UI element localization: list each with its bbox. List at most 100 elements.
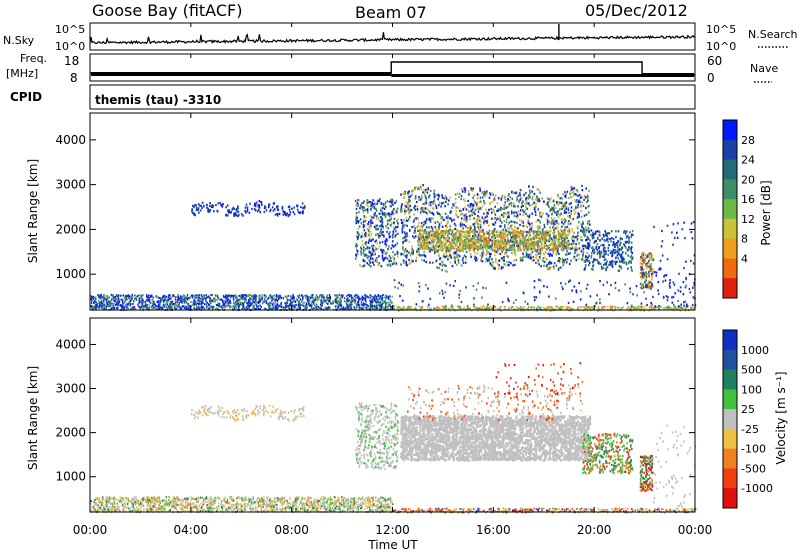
power-cell (442, 306, 444, 308)
power-cell (367, 202, 369, 204)
power-cell (477, 252, 479, 254)
power-cell (276, 307, 277, 309)
power-cell (254, 294, 255, 296)
power-cell (397, 242, 399, 244)
power-cell (359, 304, 360, 306)
power-cell (374, 253, 376, 255)
power-cell (451, 220, 453, 222)
power-cell (142, 299, 143, 301)
power-cell (387, 264, 389, 266)
power-cell (589, 262, 591, 264)
power-cell (455, 228, 457, 230)
power-cell (133, 300, 134, 302)
power-cell (377, 264, 379, 266)
power-cell (202, 302, 203, 304)
power-cell (355, 297, 356, 299)
power-cell (344, 297, 345, 299)
power-cell (446, 216, 448, 218)
power-cell (635, 307, 637, 309)
power-cell (196, 303, 197, 305)
power-cell (426, 226, 428, 228)
power-cell (529, 234, 531, 236)
power-cell (561, 218, 563, 220)
power-cell (92, 297, 93, 299)
power-cell (299, 301, 300, 303)
power-cell (149, 304, 150, 306)
power-cell (198, 212, 200, 214)
power-cell (127, 295, 128, 297)
power-cell (371, 239, 373, 241)
power-cell (391, 222, 393, 224)
power-cell (252, 304, 253, 306)
power-cell (302, 297, 303, 299)
power-cell (339, 301, 340, 303)
power-cell (439, 201, 441, 203)
power-cell (502, 266, 504, 268)
power-cell (580, 206, 582, 208)
power-cell (384, 240, 386, 242)
power-cell (115, 300, 116, 302)
power-cell (445, 201, 447, 203)
power-cell (95, 296, 96, 298)
power-cell (580, 197, 582, 199)
power-cell (362, 240, 364, 242)
power-cell (525, 213, 527, 215)
power-cell (238, 295, 239, 297)
power-cell (202, 306, 203, 308)
power-cell (492, 263, 494, 265)
power-cell (354, 295, 355, 297)
power-cell (384, 297, 385, 299)
power-cell (363, 265, 365, 267)
power-cell (522, 258, 524, 260)
power-cell (499, 260, 501, 262)
power-cell (404, 192, 406, 194)
power-cell (367, 296, 368, 298)
power-cell (394, 218, 396, 220)
power-cell (186, 306, 187, 308)
power-cell (589, 223, 591, 225)
power-cell (540, 211, 542, 213)
power-cell (459, 255, 461, 257)
power-cell (143, 301, 144, 303)
power-cell (104, 306, 105, 308)
power-cell (564, 210, 566, 212)
power-cell (539, 256, 541, 258)
power-cell (555, 223, 557, 225)
power-cell (528, 202, 530, 204)
power-cell (494, 206, 496, 208)
power-cell (320, 304, 321, 306)
power-cell (366, 262, 368, 264)
power-cell (514, 211, 516, 213)
power-cell (405, 235, 407, 237)
power-cell (379, 245, 381, 247)
power-cell (544, 257, 546, 259)
power-cell (463, 218, 465, 220)
power-cell (380, 220, 382, 222)
power-cell (587, 230, 589, 232)
power-cell (109, 297, 110, 299)
power-cell (380, 207, 382, 209)
power-cell (546, 213, 548, 215)
power-cell (259, 204, 261, 206)
power-cell (382, 252, 384, 254)
power-cell (570, 196, 572, 198)
power-cell (387, 258, 389, 260)
power-cell (349, 299, 350, 301)
power-cell (408, 190, 410, 192)
power-cell (355, 294, 356, 296)
power-cell (478, 219, 480, 221)
power-cell (247, 207, 249, 209)
power-cell (327, 297, 328, 299)
power-cell (488, 251, 490, 253)
power-cell (322, 300, 323, 302)
power-cell (371, 251, 373, 253)
power-cell (361, 302, 362, 304)
power-cell (479, 190, 481, 192)
power-cell (564, 195, 566, 197)
power-cell (137, 304, 138, 306)
power-cell (275, 302, 276, 304)
power-cell (578, 242, 580, 244)
power-cell (558, 213, 560, 215)
power-cell (467, 204, 469, 206)
